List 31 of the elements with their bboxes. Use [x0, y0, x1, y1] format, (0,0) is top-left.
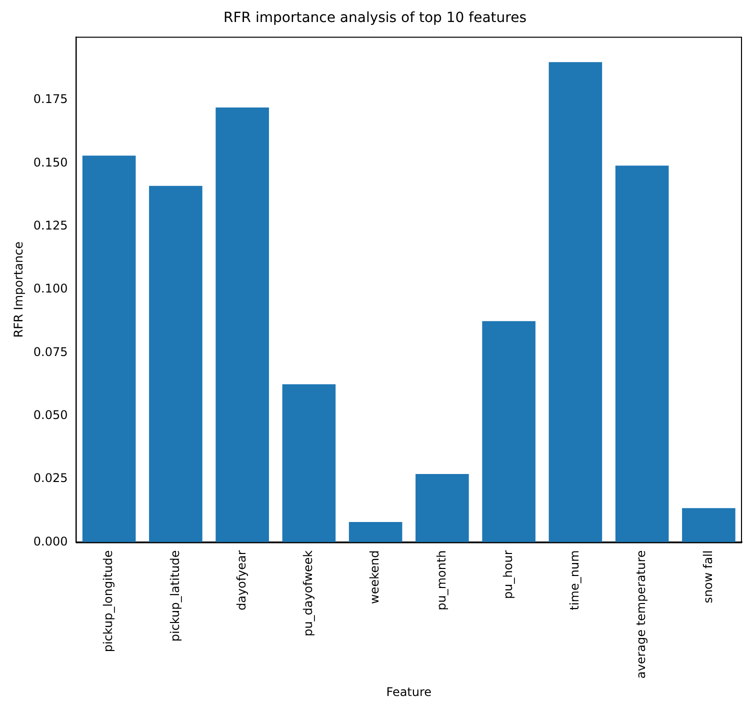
x-tick-label: weekend [368, 550, 382, 604]
bar [548, 62, 602, 542]
x-tick-label: pu_hour [500, 550, 515, 599]
y-tick-label: 0.125 [33, 218, 68, 232]
x-tick-label: pickup_latitude [168, 550, 182, 642]
x-tick-label: pu_dayofweek [301, 550, 316, 636]
x-tick-label: average temperature [634, 550, 648, 679]
bar [149, 186, 202, 542]
y-tick-label: 0.100 [33, 282, 68, 296]
x-tick-label: time_num [568, 550, 582, 610]
bar [615, 166, 669, 542]
y-tick-label: 0.050 [33, 408, 68, 422]
bar [216, 108, 269, 542]
bar [82, 156, 136, 542]
y-tick-label: 0.075 [33, 344, 68, 359]
y-tick-label: 0.000 [33, 534, 68, 548]
x-tick-label: snow fall [700, 550, 715, 604]
y-tick-label: 0.150 [33, 155, 68, 170]
bar [282, 384, 336, 542]
y-tick-label: 0.025 [33, 471, 68, 486]
chart-title: RFR importance analysis of top 10 features [224, 10, 526, 26]
bar [416, 474, 469, 542]
y-tick-label: 0.175 [33, 92, 68, 106]
x-tick-label: pu_month [434, 550, 448, 610]
y-axis-title: RFR Importance [11, 241, 26, 338]
x-tick-label: dayofyear [234, 550, 248, 610]
x-axis-title: Feature [386, 684, 432, 699]
bar [682, 508, 736, 542]
bar [348, 522, 402, 542]
x-tick-label: pickup_longitude [101, 550, 116, 652]
bar [482, 321, 536, 542]
